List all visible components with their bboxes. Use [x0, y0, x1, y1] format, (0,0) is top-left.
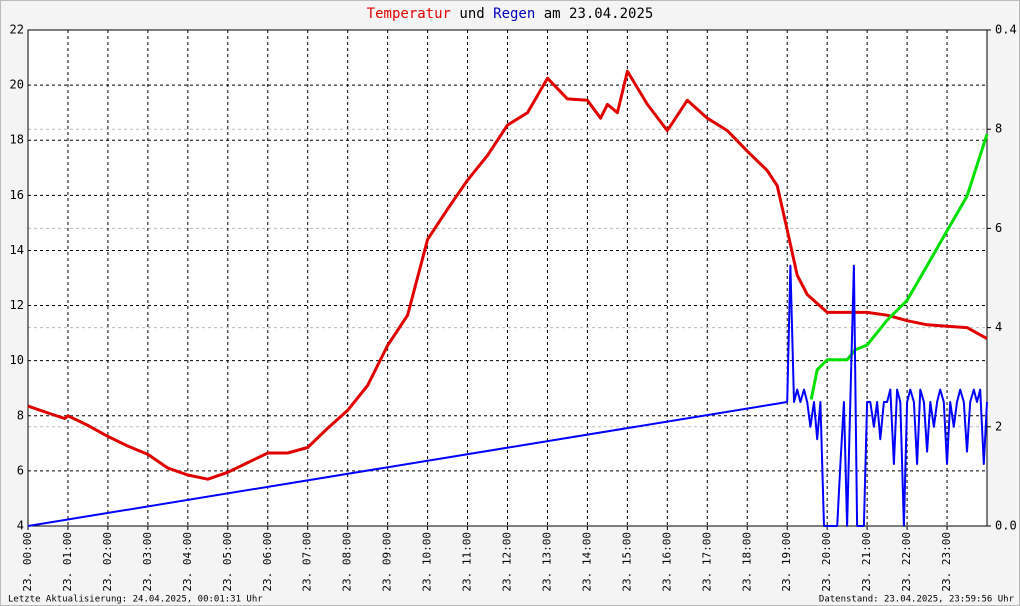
x-tick-label: 23. 22:00	[900, 532, 913, 592]
x-tick-label: 23. 16:00	[660, 532, 673, 592]
x-tick-label: 23. 03:00	[141, 532, 154, 592]
x-tick-label: 23. 17:00	[700, 532, 713, 592]
y-tick-label: 6	[17, 463, 24, 477]
footer-right: Datenstand: 23.04.2025, 23:59:56 Uhr	[819, 595, 1015, 605]
x-tick-label: 23. 12:00	[501, 532, 514, 592]
x-tick-label: 23. 04:00	[181, 532, 194, 592]
series-line	[809, 133, 989, 400]
x-tick-label: 23. 14:00	[580, 532, 593, 592]
y3-tick-label: 0.4	[995, 23, 1017, 37]
x-tick-label: 23. 00:00	[21, 532, 34, 592]
x-tick-label: 23. 23:00	[940, 532, 953, 592]
y-tick-label: 18	[10, 133, 24, 147]
x-tick-label: 23. 15:00	[620, 532, 633, 592]
x-tick-label: 23. 13:00	[540, 532, 553, 592]
x-tick-label: 23. 19:00	[780, 532, 793, 592]
x-tick-label: 23. 08:00	[341, 532, 354, 592]
footer-left: Letzte Aktualisierung: 24.04.2025, 00:01…	[8, 595, 263, 605]
x-tick-label: 23. 09:00	[381, 532, 394, 592]
y2-tick-label: 6	[995, 221, 1002, 235]
x-tick-label: 23. 10:00	[421, 532, 434, 592]
y-tick-label: 16	[10, 188, 24, 202]
title-part: am 23.04.2025	[544, 6, 654, 22]
x-tick-label: 23. 02:00	[101, 532, 114, 592]
y2-tick-label: 4	[995, 320, 1002, 334]
x-tick-label: 23. 06:00	[261, 532, 274, 592]
y-tick-label: 12	[10, 298, 24, 312]
y-tick-label: 20	[10, 78, 24, 92]
title-part: Temperatur	[367, 6, 451, 22]
title-part: Regen	[493, 6, 535, 22]
x-tick-label: 23. 11:00	[461, 532, 474, 592]
x-tick-label: 23. 07:00	[301, 532, 314, 592]
y3-tick-label: 0.0	[995, 519, 1017, 533]
y-tick-label: 22	[10, 23, 24, 37]
y2-tick-label: 8	[995, 122, 1002, 136]
x-tick-label: 23. 20:00	[820, 532, 833, 592]
title-part: und	[459, 6, 484, 22]
y2-tick-label: 2	[995, 419, 1002, 433]
y-tick-label: 4	[17, 519, 24, 533]
plot-border	[27, 29, 988, 527]
x-tick-label: 23. 21:00	[860, 532, 873, 592]
y-tick-label: 10	[10, 353, 24, 367]
x-tick-label: 23. 01:00	[61, 532, 74, 592]
x-tick-label: 23. 05:00	[221, 532, 234, 592]
series-line	[27, 69, 988, 481]
series-line	[27, 264, 988, 527]
chart-title: Temperatur und Regen am 23.04.2025	[367, 6, 654, 22]
y-tick-label: 14	[10, 243, 24, 257]
x-tick-label: 23. 18:00	[740, 532, 753, 592]
y-tick-label: 8	[17, 408, 24, 422]
